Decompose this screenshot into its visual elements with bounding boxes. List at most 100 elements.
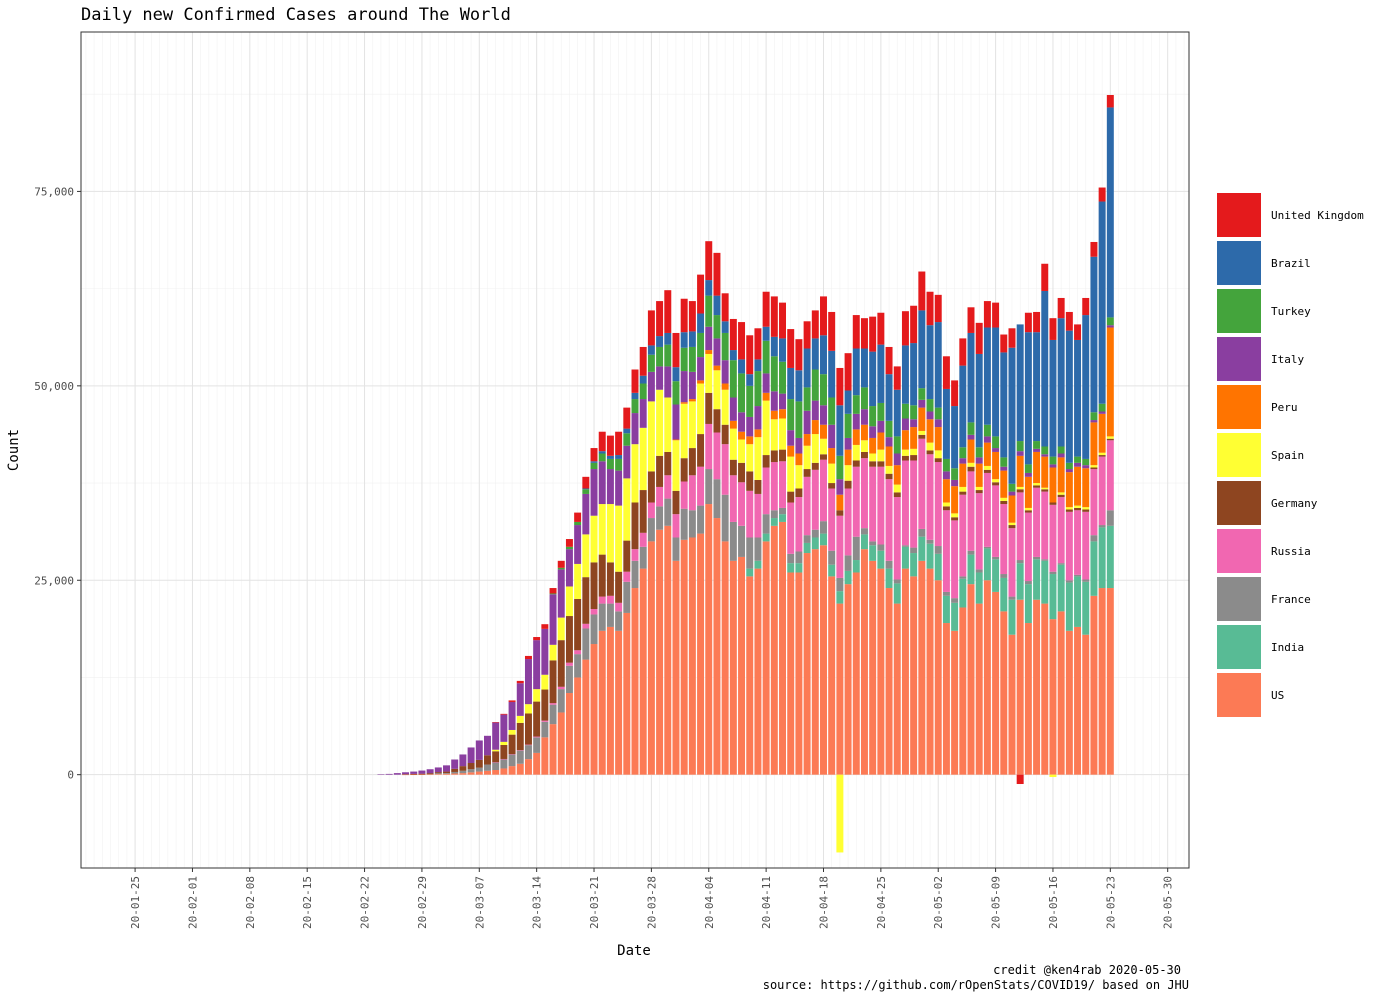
bar-germany xyxy=(967,466,975,472)
bar-france xyxy=(582,628,590,660)
panel-border xyxy=(80,31,1190,869)
bar-us xyxy=(647,541,655,775)
bar-italy xyxy=(1024,472,1032,477)
bar-germany xyxy=(1090,467,1098,470)
y-tick-label: 25,000 xyxy=(34,574,74,587)
bar-turkey xyxy=(680,347,688,372)
bar-russia xyxy=(598,596,606,604)
bar-us xyxy=(1082,634,1090,775)
bar-germany xyxy=(590,562,598,610)
bar-russia xyxy=(926,454,934,540)
bar-france xyxy=(451,771,459,774)
bar-france xyxy=(959,576,967,579)
bar-us xyxy=(467,772,475,775)
bar-india xyxy=(836,591,844,604)
bar-germany xyxy=(787,491,795,503)
bar-italy xyxy=(877,420,885,433)
bar-russia xyxy=(606,595,614,604)
bar-peru xyxy=(672,439,680,441)
bar-turkey xyxy=(1098,403,1106,412)
bar-russia xyxy=(672,514,680,538)
bar-brazil xyxy=(1033,332,1041,442)
bar-france xyxy=(754,537,762,561)
bar-france xyxy=(1057,563,1065,565)
bar-russia xyxy=(705,423,713,470)
bar-italy xyxy=(623,445,631,479)
bar-turkey xyxy=(754,371,762,407)
bar-russia xyxy=(697,466,705,506)
bar-germany xyxy=(492,751,500,763)
bar-united-kingdom xyxy=(1074,324,1082,340)
bar-spain xyxy=(738,439,746,463)
bar-russia xyxy=(844,488,852,556)
bar-russia xyxy=(787,502,795,554)
bar-spain xyxy=(770,419,778,451)
bar-germany xyxy=(664,451,672,476)
bar-italy xyxy=(729,397,737,421)
bar-united-kingdom xyxy=(1057,297,1065,319)
bar-turkey xyxy=(688,346,696,372)
bar-turkey xyxy=(877,402,885,421)
bar-united-kingdom xyxy=(787,329,795,368)
bar-russia xyxy=(574,650,582,655)
bar-france xyxy=(967,550,975,555)
bar-turkey xyxy=(779,361,786,394)
bar-us xyxy=(934,580,942,775)
bar-brazil xyxy=(852,348,860,396)
legend-swatch-russia xyxy=(1217,529,1261,573)
bar-russia xyxy=(975,493,983,570)
bar-germany xyxy=(533,701,541,737)
bar-germany xyxy=(918,434,926,439)
bar-united-kingdom xyxy=(1016,774,1024,785)
bar-germany xyxy=(656,455,664,487)
bar-italy xyxy=(688,371,696,400)
bar-united-kingdom xyxy=(770,296,778,337)
bar-brazil xyxy=(754,359,762,372)
bar-turkey xyxy=(852,395,860,414)
bar-brazil xyxy=(1041,290,1049,447)
bar-us xyxy=(1033,599,1041,775)
bar-us xyxy=(967,584,975,775)
bar-italy xyxy=(787,430,795,446)
bar-germany xyxy=(901,455,909,461)
bar-turkey xyxy=(1090,412,1098,421)
bar-russia xyxy=(1024,512,1032,582)
bar-russia xyxy=(533,736,541,738)
legend-label-peru: Peru xyxy=(1271,401,1298,414)
bar-turkey xyxy=(615,458,623,471)
legend-label-turkey: Turkey xyxy=(1271,305,1311,318)
bar-germany xyxy=(484,755,491,765)
bar-peru xyxy=(1000,470,1008,498)
bar-italy xyxy=(656,366,664,390)
bar-india xyxy=(1016,563,1024,600)
bar-united-kingdom xyxy=(762,291,770,327)
bar-russia xyxy=(721,444,729,495)
x-tick-label: 20-05-16 xyxy=(1047,876,1060,929)
bar-us xyxy=(451,773,459,775)
bar-italy xyxy=(795,437,803,454)
bar-germany xyxy=(746,471,754,491)
x-tick-label: 20-02-22 xyxy=(359,876,372,929)
bar-russia xyxy=(1049,504,1057,572)
bar-france xyxy=(1082,579,1090,582)
bar-france xyxy=(852,536,860,561)
bar-india xyxy=(926,543,934,569)
bar-russia xyxy=(951,520,959,599)
bar-peru xyxy=(811,420,819,435)
y-tick-label: 50,000 xyxy=(34,380,74,393)
bar-france xyxy=(705,469,713,505)
bar-india xyxy=(852,560,860,573)
bar-spain xyxy=(1000,497,1008,501)
bar-us xyxy=(959,607,967,775)
bar-france xyxy=(860,528,868,535)
bar-united-kingdom xyxy=(705,241,713,281)
bar-us xyxy=(705,504,713,775)
bar-germany xyxy=(852,460,860,467)
bar-united-kingdom xyxy=(623,407,631,429)
bar-turkey xyxy=(713,315,721,339)
bar-turkey xyxy=(1033,441,1041,449)
bar-us xyxy=(877,568,885,775)
bar-russia xyxy=(492,762,500,763)
legend-swatch-peru xyxy=(1217,385,1261,429)
bar-us xyxy=(901,568,909,775)
